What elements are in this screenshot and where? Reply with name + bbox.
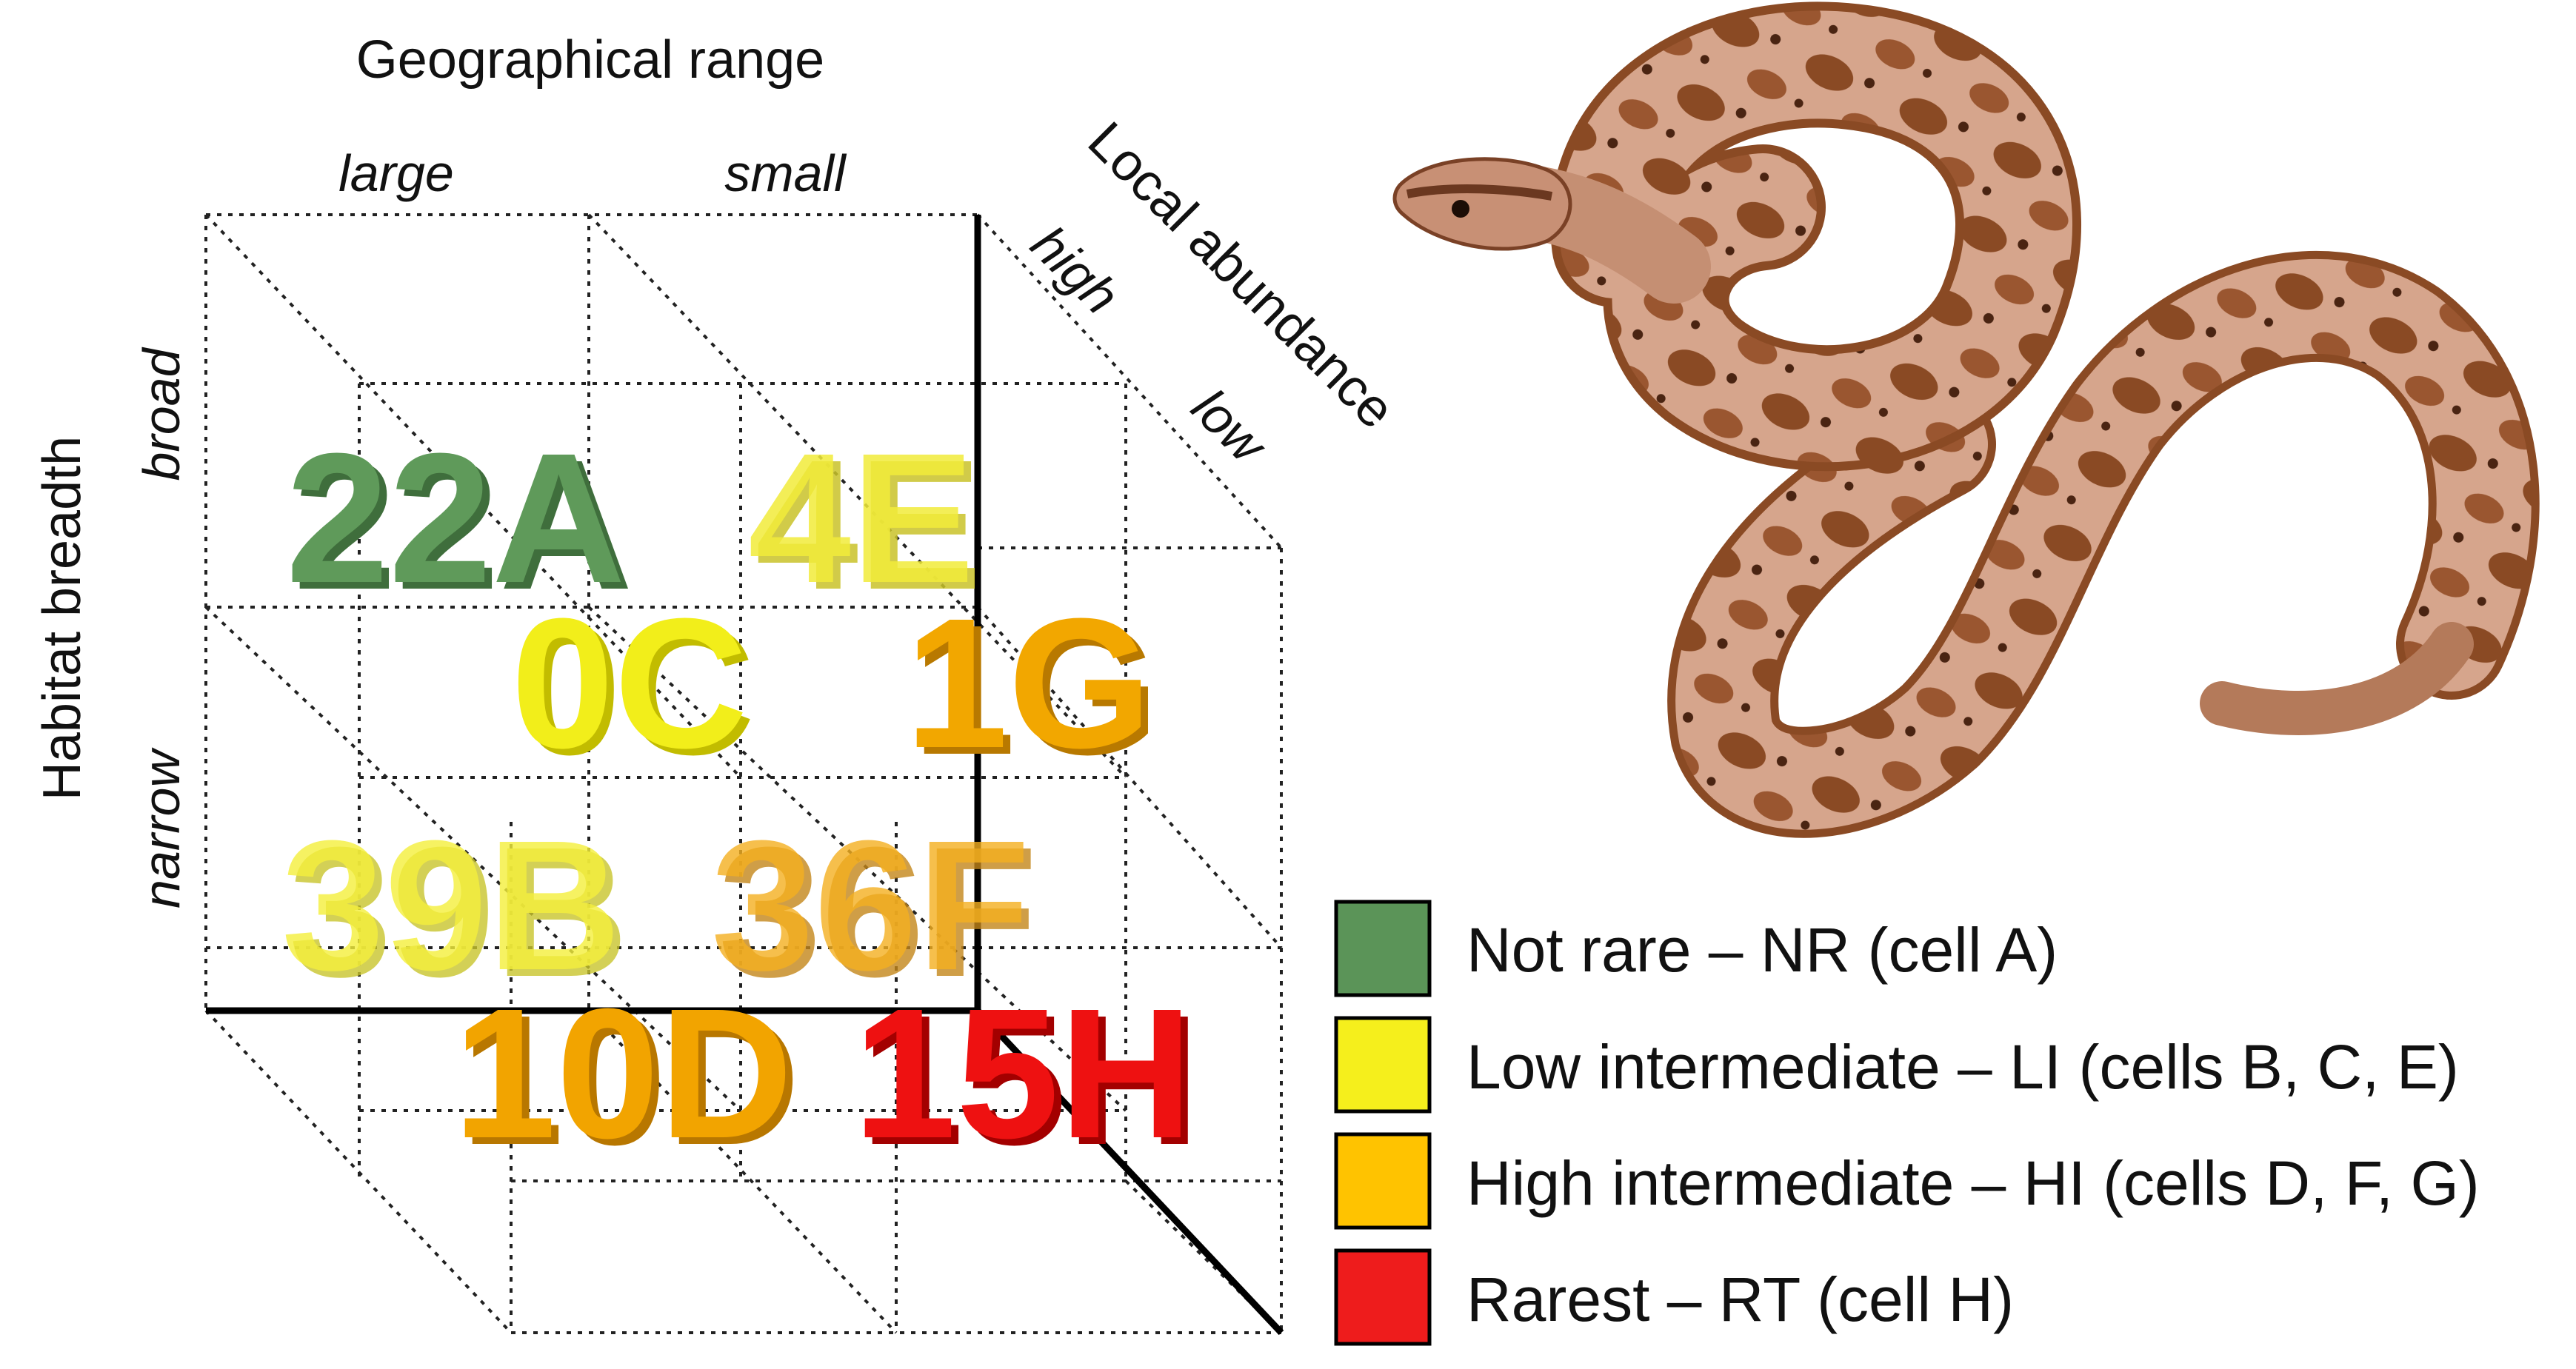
- legend-item-low-intermediate: Low intermediate – LI (cells B, C, E): [1334, 1016, 2459, 1114]
- habitat-level-broad: broad: [133, 347, 190, 481]
- geographical-range-title: Geographical range: [356, 30, 824, 90]
- svg-text:10D: 10D: [453, 970, 793, 1176]
- cell-label-22a: 22A 22A: [286, 415, 633, 628]
- legend-swatch-nr: [1334, 900, 1432, 997]
- svg-text:15H: 15H: [861, 977, 1201, 1183]
- rarity-cube: [204, 213, 1284, 1336]
- legend-swatch-li: [1334, 1016, 1432, 1114]
- svg-text:36F: 36F: [718, 809, 1038, 1015]
- legend-label-li: Low intermediate – LI (cells B, C, E): [1466, 1032, 2459, 1102]
- svg-text:10D: 10D: [461, 977, 801, 1183]
- legend-swatch-hi: [1334, 1132, 1432, 1230]
- local-abundance-title: Local abundance: [1077, 111, 1406, 440]
- svg-text:22A: 22A: [293, 421, 633, 628]
- legend-swatch-rt: [1334, 1248, 1432, 1346]
- svg-text:39B: 39B: [281, 802, 621, 1008]
- svg-text:39B: 39B: [289, 809, 629, 1015]
- abundance-level-high: high: [1020, 215, 1130, 325]
- habitat-breadth-title: Habitat breadth: [33, 436, 92, 800]
- legend-item-high-intermediate: High intermediate – HI (cells D, F, G): [1334, 1132, 2480, 1230]
- legend-label-hi: High intermediate – HI (cells D, F, G): [1466, 1148, 2480, 1218]
- cell-label-15h: 15H 15H: [853, 970, 1201, 1183]
- cell-label-10d: 10D 10D: [453, 970, 801, 1183]
- svg-text:4E: 4E: [748, 415, 975, 621]
- cell-label-39b: 39B 39B: [281, 802, 629, 1015]
- cube-solid-edges: [206, 215, 1284, 1336]
- svg-text:0C: 0C: [518, 586, 755, 793]
- svg-text:15H: 15H: [853, 970, 1193, 1176]
- cell-labels: 22A 22A 4E 4E 0C 0C 1G 1G 39B 39B 36F 36…: [281, 415, 1201, 1183]
- cell-label-36f: 36F 36F: [711, 802, 1038, 1015]
- cell-label-4e: 4E 4E: [748, 415, 982, 628]
- abundance-level-low: low: [1181, 378, 1279, 476]
- range-level-large: large: [338, 144, 454, 202]
- svg-text:1G: 1G: [912, 586, 1160, 793]
- svg-text:22A: 22A: [286, 415, 626, 621]
- svg-text:1G: 1G: [905, 580, 1152, 786]
- legend-item-rarest: Rarest – RT (cell H): [1334, 1248, 2014, 1346]
- habitat-level-narrow: narrow: [133, 747, 190, 908]
- range-level-small: small: [724, 144, 847, 202]
- legend: Not rare – NR (cell A) Low intermediate …: [1334, 900, 2480, 1346]
- legend-item-not-rare: Not rare – NR (cell A): [1334, 900, 2058, 997]
- snake-illustration: [1392, 1, 2540, 838]
- cube-depth-diagonals: [204, 213, 1283, 1334]
- svg-text:4E: 4E: [755, 421, 982, 628]
- svg-text:36F: 36F: [711, 802, 1030, 1008]
- svg-text:0C: 0C: [511, 580, 748, 786]
- cell-label-0c: 0C 0C: [511, 580, 755, 793]
- legend-label-rt: Rarest – RT (cell H): [1466, 1265, 2014, 1334]
- legend-label-nr: Not rare – NR (cell A): [1466, 915, 2058, 985]
- cell-label-1g: 1G 1G: [905, 580, 1160, 793]
